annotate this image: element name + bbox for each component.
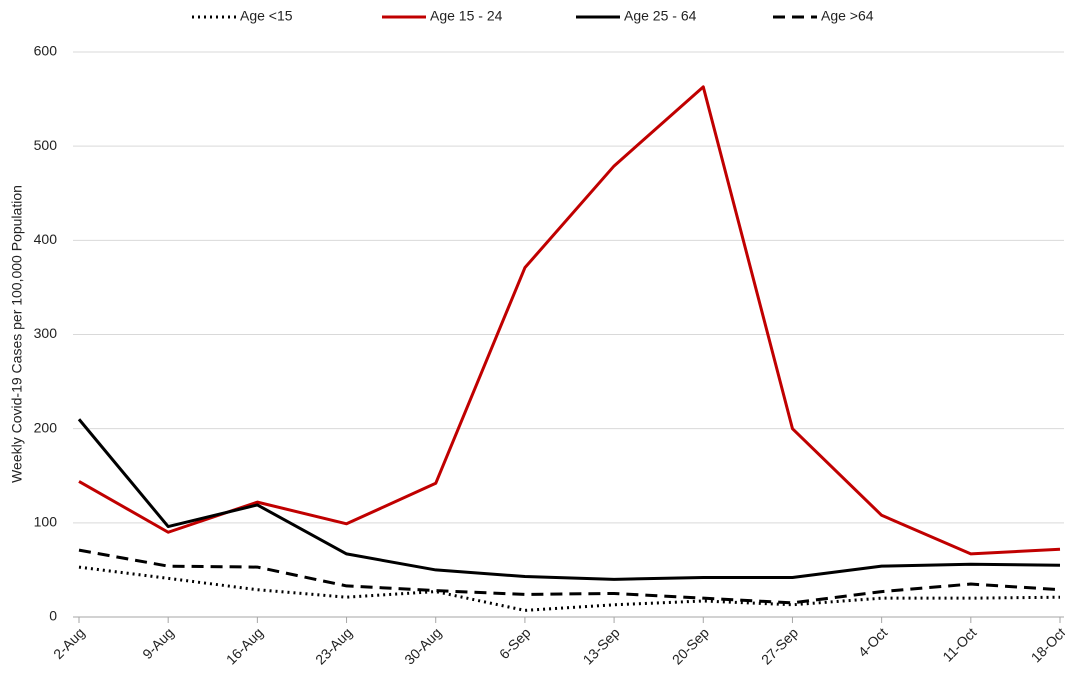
y-tick-label: 200 [34, 419, 58, 435]
x-tick-label: 18-Oct [1028, 624, 1065, 665]
x-tick-label: 9-Aug [139, 624, 177, 662]
x-tick-label: 2-Aug [50, 624, 88, 662]
y-tick-label: 500 [34, 137, 58, 153]
x-tick-label: 27-Sep [758, 624, 801, 667]
x-tick-label: 11-Oct [939, 624, 979, 664]
legend-label: Age 25 - 64 [624, 8, 697, 24]
y-tick-label: 600 [34, 43, 58, 59]
series-line [78, 548, 1061, 605]
x-tick-label: 23-Aug [312, 624, 355, 667]
y-tick-label: 400 [34, 231, 58, 247]
y-tick-label: 100 [34, 514, 58, 530]
x-tick-label: 4-Oct [855, 624, 891, 660]
x-tick-label: 13-Sep [580, 624, 623, 667]
x-tick-label: 16-Aug [223, 624, 266, 667]
legend-label: Age 15 - 24 [430, 8, 503, 24]
series-line [78, 85, 1061, 556]
x-tick-label: 30-Aug [401, 624, 444, 667]
legend-label: Age <15 [240, 8, 293, 24]
y-tick-label: 0 [49, 608, 57, 624]
x-tick-label: 20-Sep [669, 624, 712, 667]
series-line [77, 418, 1061, 581]
y-tick-label: 300 [34, 325, 58, 341]
x-tick-label: 6-Sep [496, 624, 534, 662]
legend-label: Age >64 [821, 8, 874, 24]
y-axis-label: Weekly Covid-19 Cases per 100,000 Popula… [9, 185, 25, 483]
